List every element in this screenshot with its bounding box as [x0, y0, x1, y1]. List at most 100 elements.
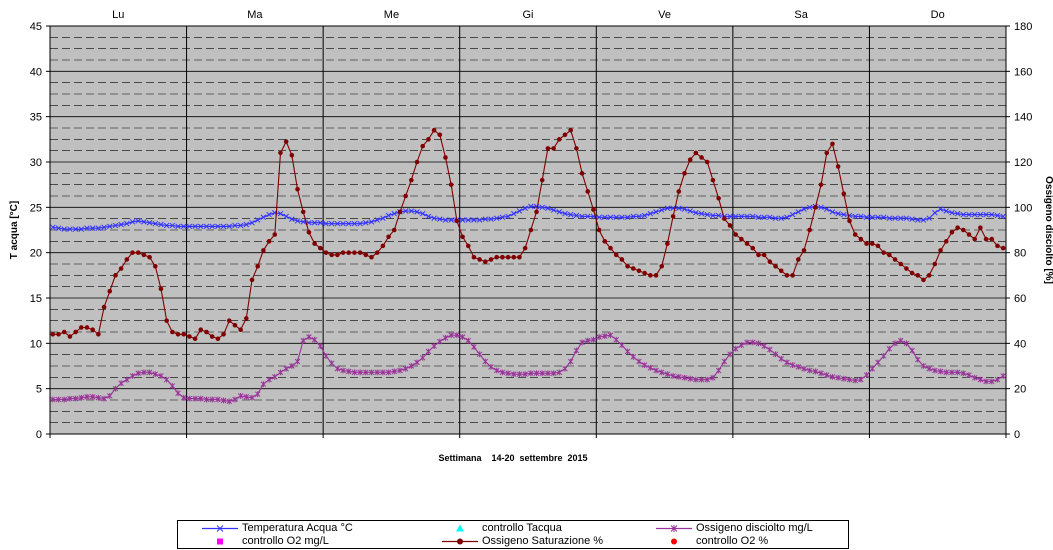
data-point: [448, 217, 454, 223]
data-point: [653, 273, 659, 278]
data-point: [323, 353, 329, 359]
data-point: [556, 137, 562, 142]
data-point: [818, 182, 824, 187]
data-point: [334, 365, 341, 372]
data-point: [283, 139, 289, 144]
data-point: [340, 250, 346, 255]
data-point: [864, 241, 869, 246]
data-point: [881, 250, 886, 255]
right-tick-label: 120: [1014, 157, 1032, 169]
data-point: [960, 370, 967, 377]
data-point: [932, 261, 938, 267]
data-point: [89, 225, 96, 231]
data-point: [283, 213, 289, 220]
data-point: [329, 252, 334, 258]
data-point: [978, 225, 983, 231]
data-point: [778, 355, 784, 362]
data-point: [334, 220, 341, 227]
data-point: [772, 215, 779, 221]
data-point: [795, 209, 802, 215]
data-point: [175, 390, 181, 397]
data-point: [471, 344, 477, 350]
data-point: [636, 358, 642, 365]
data-point: [738, 213, 745, 220]
data-point: [244, 316, 249, 321]
day-label: Gi: [523, 9, 534, 21]
data-point: [180, 223, 187, 230]
data-point: [812, 368, 819, 375]
data-point: [619, 214, 625, 221]
data-point: [135, 250, 141, 255]
chart: 0 5 10 15 20 25 30 35 40 45 0 20 40 60 80 100 120 140 160…: [9, 9, 1053, 463]
data-point: [727, 213, 733, 220]
right-tick-label: 60: [1014, 293, 1026, 305]
data-point: [659, 263, 665, 269]
data-point: [938, 248, 943, 253]
data-point: [152, 263, 158, 269]
data-point: [584, 213, 591, 220]
data-point: [613, 252, 619, 258]
data-point: [511, 210, 517, 217]
data-point: [442, 334, 449, 341]
data-point: [573, 212, 580, 219]
data-point: [835, 210, 841, 217]
data-point: [476, 351, 483, 358]
data-point: [852, 232, 858, 237]
data-point: [493, 367, 500, 374]
data-point: [448, 332, 454, 339]
data-point: [590, 336, 597, 343]
legend-label: Ossigeno Saturazione %: [482, 535, 604, 547]
data-point: [55, 225, 62, 231]
day-labels: Lu Ma Me Gi Ve Sa Do: [112, 9, 945, 21]
data-point: [715, 367, 722, 374]
data-point: [328, 220, 335, 227]
data-point: [317, 245, 323, 251]
data-point: [306, 229, 312, 235]
data-point: [989, 211, 995, 218]
data-point: [619, 257, 625, 262]
data-point: [551, 146, 556, 151]
data-point: [550, 207, 557, 213]
data-point: [608, 245, 613, 251]
legend-label: Temperatura Acqua °C: [242, 522, 353, 534]
data-point: [226, 318, 232, 323]
data-point: [790, 273, 795, 278]
data-point: [170, 329, 175, 335]
data-point: [761, 214, 767, 221]
left-tick-label: 10: [30, 338, 42, 350]
data-point: [966, 211, 972, 218]
data-point: [482, 358, 489, 365]
data-point: [96, 331, 101, 337]
data-point: [773, 263, 778, 269]
legend-swatch: [217, 538, 223, 545]
data-point: [880, 214, 887, 221]
data-point: [187, 334, 192, 339]
data-point: [198, 327, 204, 333]
data-point: [932, 367, 938, 374]
data-point: [163, 376, 170, 383]
data-point: [456, 524, 464, 532]
data-point: [107, 288, 113, 294]
data-point: [101, 304, 107, 310]
data-point: [898, 261, 904, 267]
data-point: [886, 215, 893, 221]
data-point: [761, 343, 767, 349]
data-point: [460, 234, 465, 240]
data-point: [482, 216, 489, 222]
data-point: [579, 171, 585, 176]
data-point: [574, 146, 579, 151]
data-point: [949, 210, 955, 216]
series-line: [52, 205, 1004, 230]
data-point: [756, 252, 761, 258]
right-tick-label: 160: [1014, 66, 1032, 78]
data-point: [380, 369, 386, 376]
data-point: [351, 220, 358, 227]
data-point: [289, 363, 295, 369]
data-point: [505, 213, 511, 220]
data-point: [408, 363, 415, 369]
data-point: [129, 219, 136, 225]
data-point: [625, 263, 630, 269]
data-point: [84, 325, 90, 330]
data-point: [624, 214, 631, 221]
right-tick-label: 0: [1014, 429, 1020, 441]
